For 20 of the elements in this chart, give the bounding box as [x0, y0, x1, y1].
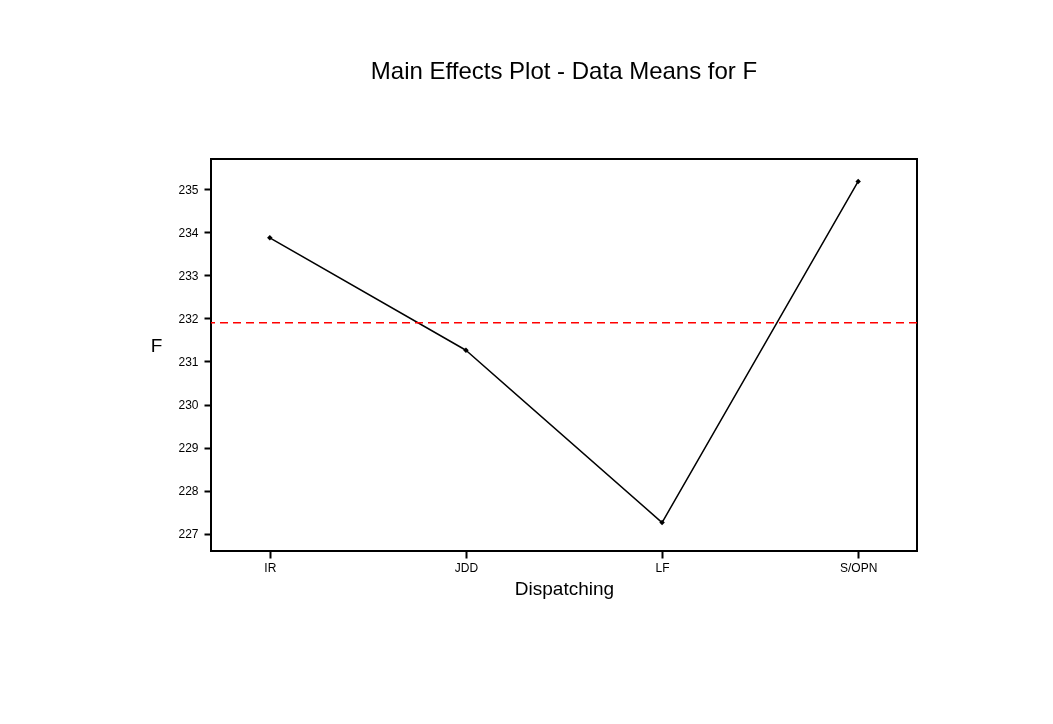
y-axis-title: F	[150, 334, 163, 356]
chart-title: Main Effects Plot - Data Means for F	[370, 57, 758, 84]
y-tick-label: 227	[178, 527, 199, 542]
x-axis-title: Dispatching	[514, 577, 615, 599]
point	[855, 178, 861, 185]
y-tick-label: 234	[178, 225, 199, 240]
y-tick-label: 230	[178, 398, 199, 413]
y-tick-label: 229	[178, 441, 199, 456]
point	[659, 519, 665, 526]
y-tick-label: 233	[178, 268, 199, 283]
y-tick-label: 235	[178, 182, 199, 197]
x-tick-label: JDD	[454, 560, 479, 575]
x-tick-label: LF	[655, 560, 670, 575]
y-tick-label: 232	[178, 311, 199, 326]
y-tick-label: 228	[178, 484, 199, 499]
point	[267, 235, 273, 241]
y-tick-label: 231	[178, 354, 199, 369]
point	[463, 347, 469, 353]
x-tick-label: S/OPN	[839, 560, 878, 575]
x-tick-label: IR	[264, 560, 277, 575]
